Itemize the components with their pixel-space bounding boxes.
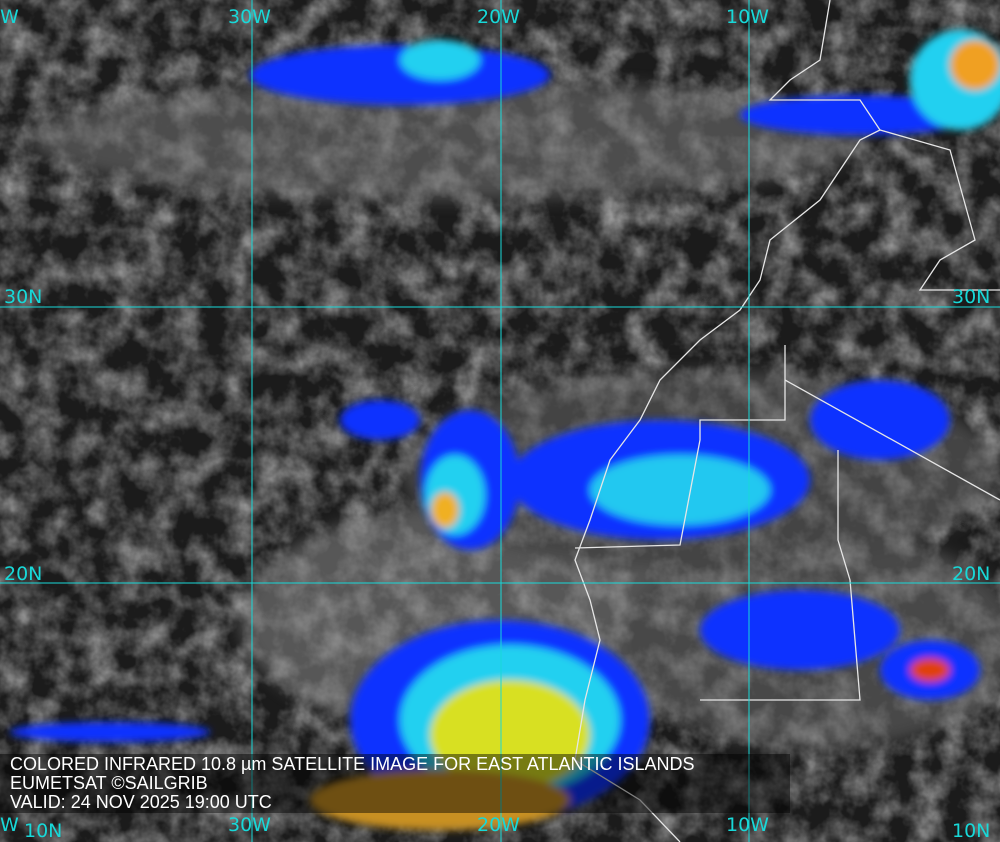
image-caption: COLORED INFRARED 10.8 µm SATELLITE IMAGE… bbox=[0, 754, 790, 813]
caption-title: COLORED INFRARED 10.8 µm SATELLITE IMAGE… bbox=[10, 754, 695, 774]
lat-label-left: 20N bbox=[4, 563, 43, 585]
caption-valid-time: VALID: 24 NOV 2025 19:00 UTC bbox=[10, 792, 272, 812]
lon-label-top: 20W bbox=[477, 6, 520, 28]
lon-label-bottom: W bbox=[0, 814, 19, 836]
lat-label-right: 20N bbox=[952, 563, 991, 585]
lat-label-left: 10N bbox=[24, 820, 63, 842]
lon-label-bottom: 30W bbox=[228, 814, 271, 836]
lon-label-top: W bbox=[0, 6, 19, 28]
caption-credit: EUMETSAT ©SAILGRIB bbox=[10, 773, 208, 793]
lon-label-bottom: 10W bbox=[726, 814, 769, 836]
convection-cells bbox=[10, 30, 1000, 830]
lon-label-top: 30W bbox=[228, 6, 271, 28]
lat-label-right: 10N bbox=[952, 820, 991, 842]
lat-label-left: 30N bbox=[4, 286, 43, 308]
lon-label-top: 10W bbox=[726, 6, 769, 28]
lon-label-bottom: 20W bbox=[477, 814, 520, 836]
lat-label-right: 30N bbox=[952, 286, 991, 308]
coastlines bbox=[574, 0, 1000, 842]
